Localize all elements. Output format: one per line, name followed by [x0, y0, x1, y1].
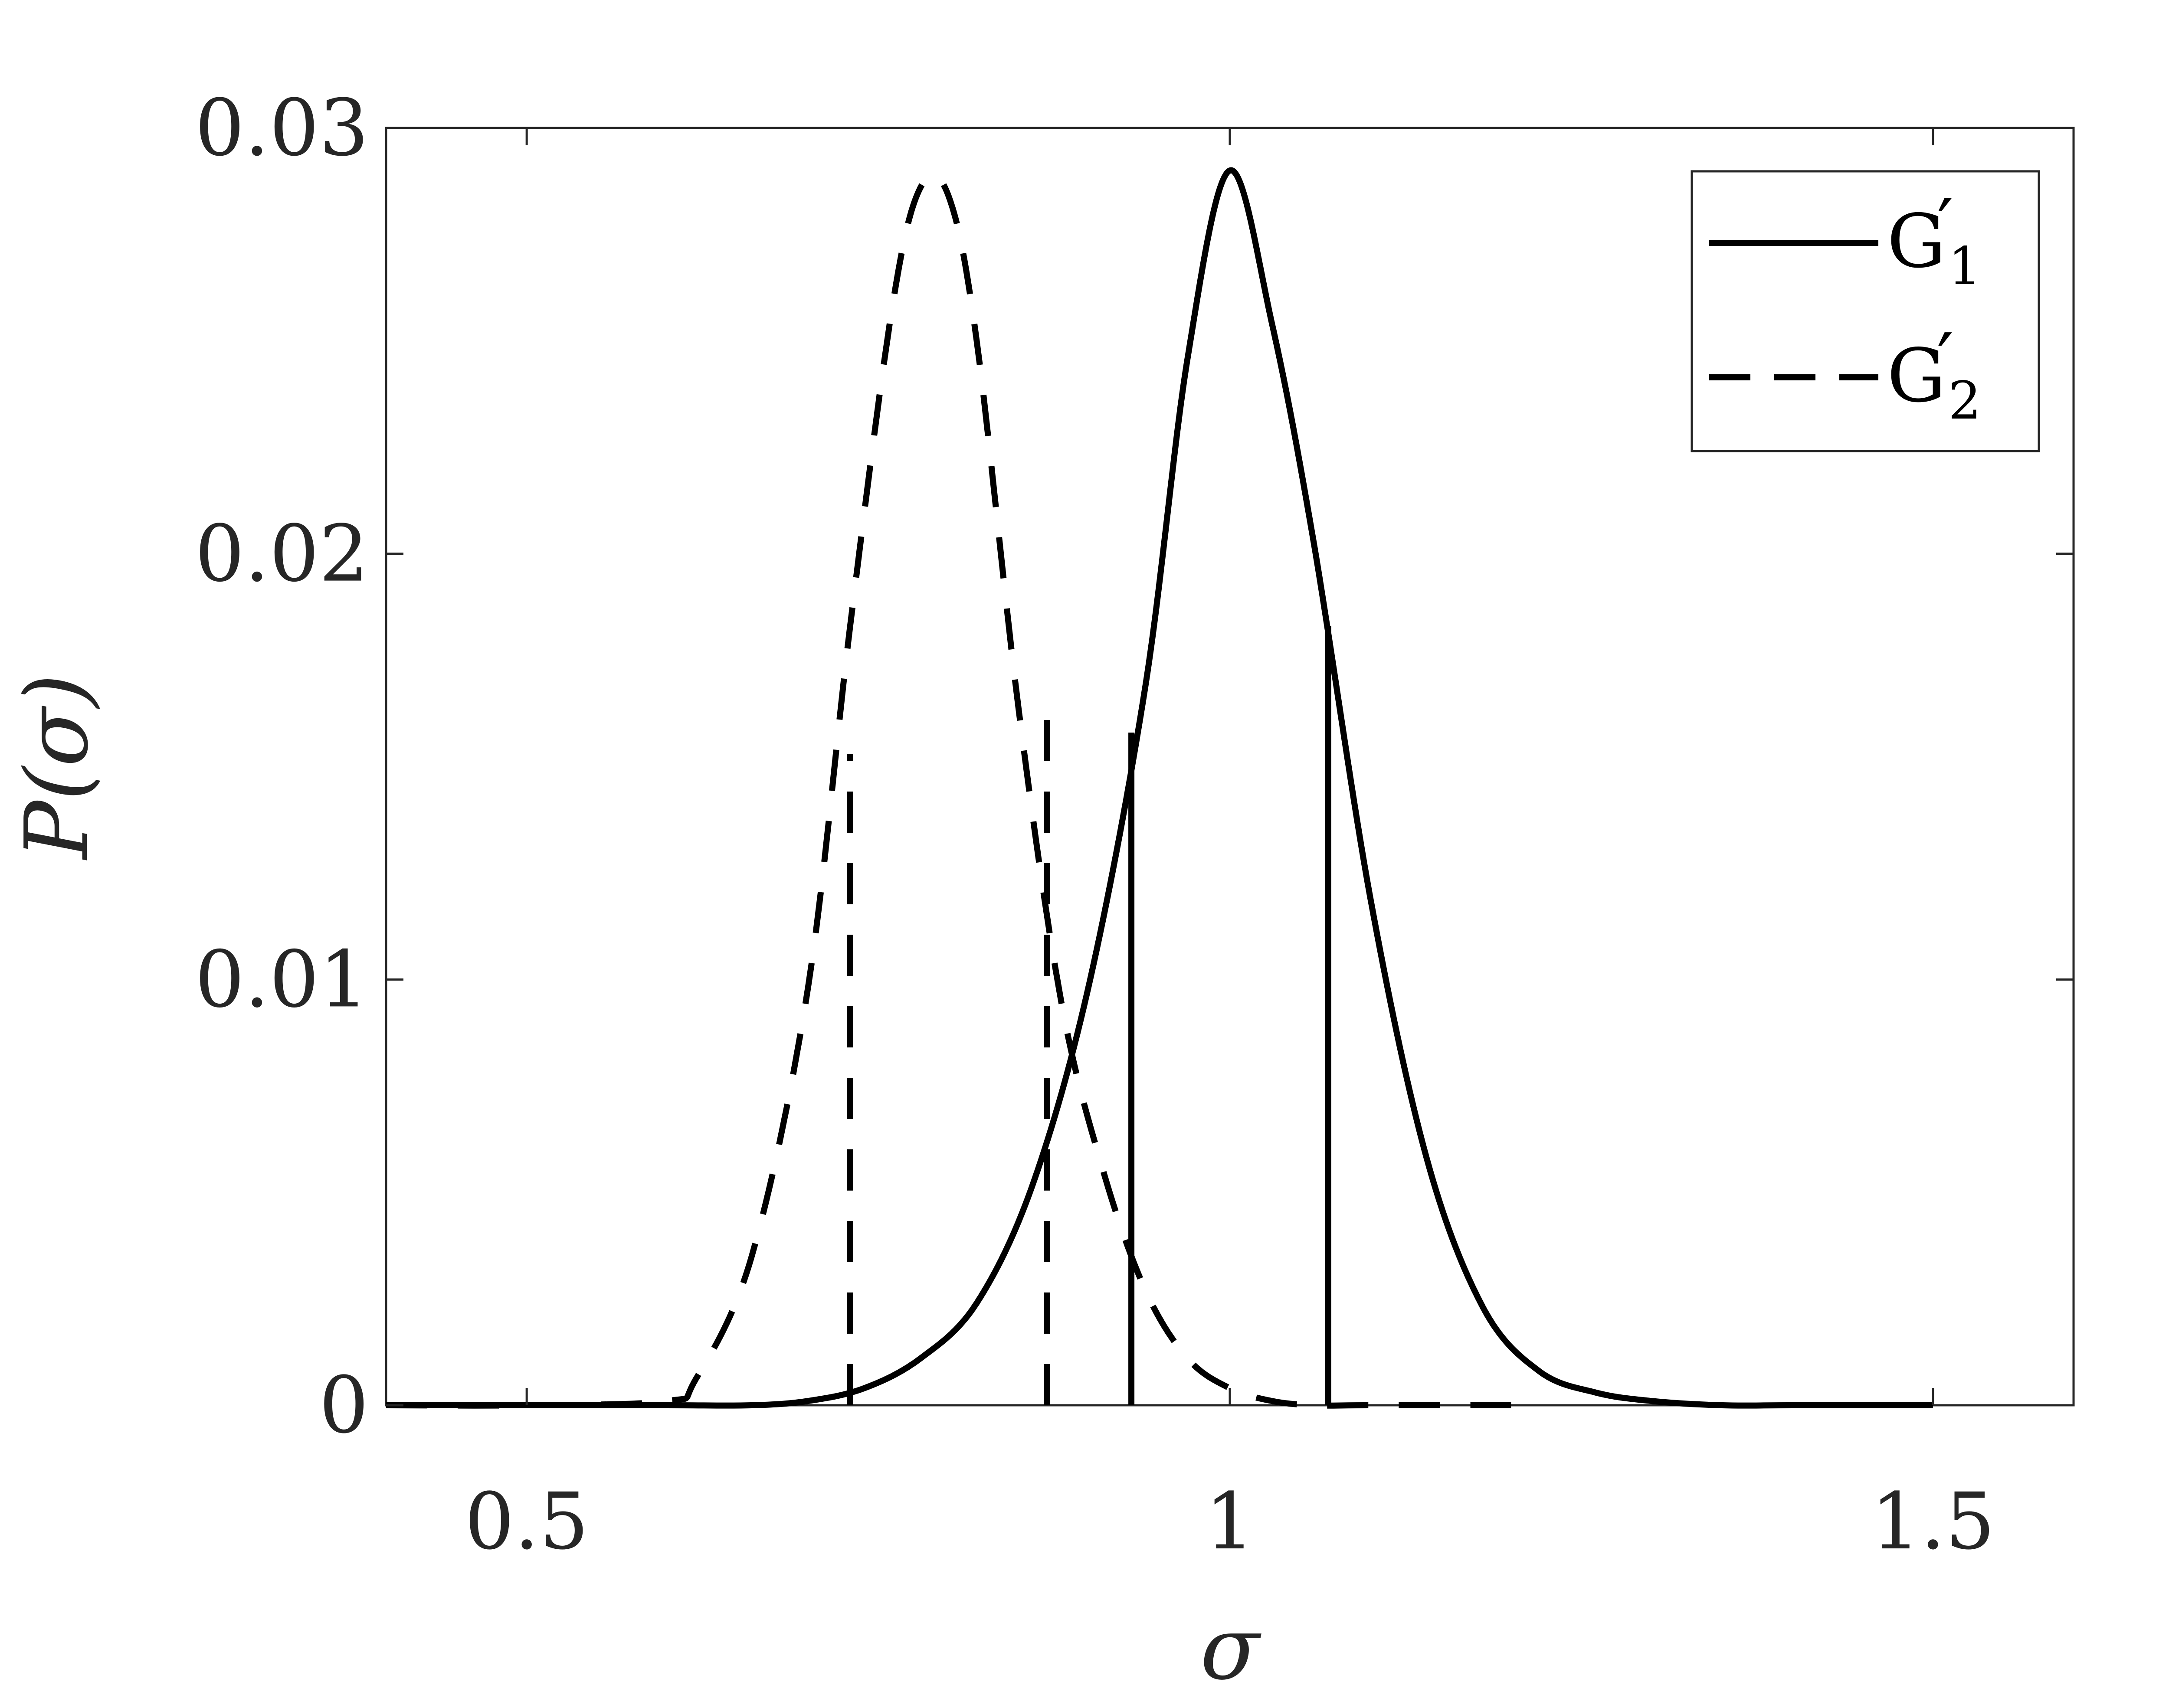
legend-entry-1-prime: ′	[1937, 183, 1954, 269]
series-2-curve	[386, 172, 1511, 1409]
tick-layer: 0.5 1 1.5 0 0.01 0.02 0.03	[195, 83, 2074, 1567]
y-tick-label: 0	[319, 1360, 369, 1451]
x-tick-label: 0.5	[465, 1476, 589, 1567]
legend-entry-2-sub: 2	[1948, 371, 1981, 431]
series-layer	[386, 167, 1933, 1409]
legend: G1 ′ G2 ′	[1691, 170, 2040, 452]
x-axis-label: σ	[1200, 1598, 1262, 1699]
legend-entry-1-main: G	[1887, 199, 1946, 285]
series-1-curve	[386, 167, 1933, 1409]
x-tick-label: 1	[1205, 1476, 1255, 1567]
y-axis-label: P(σ)	[7, 674, 108, 861]
legend-entry-2-main: G	[1887, 333, 1946, 419]
y-tick-label: 0.01	[195, 934, 369, 1025]
legend-entry-2-prime: ′	[1937, 318, 1954, 404]
y-tick-label: 0.03	[195, 83, 369, 173]
legend-entry-2: G2	[1887, 333, 1981, 431]
x-tick-label: 1.5	[1871, 1476, 1995, 1567]
legend-box	[1691, 170, 2040, 452]
y-tick-label: 0.02	[195, 509, 369, 599]
legend-entry-1: G1	[1887, 199, 1981, 297]
legend-entry-1-sub: 1	[1948, 236, 1981, 297]
